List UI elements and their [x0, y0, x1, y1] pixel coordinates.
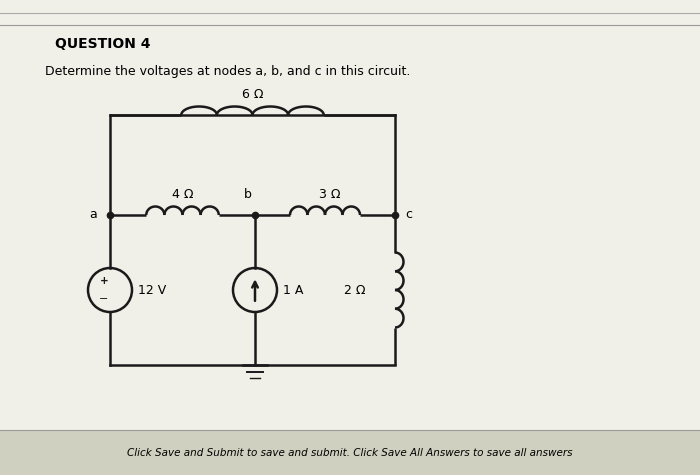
Text: 12 V: 12 V — [138, 284, 167, 296]
Text: 3 Ω: 3 Ω — [319, 188, 341, 201]
Text: b: b — [244, 188, 252, 201]
Text: c: c — [405, 209, 412, 221]
Text: a: a — [90, 209, 97, 221]
Text: 4 Ω: 4 Ω — [172, 188, 193, 201]
Text: 6 Ω: 6 Ω — [241, 88, 263, 101]
Text: −: − — [99, 294, 108, 304]
Text: Determine the voltages at nodes a, b, and c in this circuit.: Determine the voltages at nodes a, b, an… — [45, 65, 410, 78]
Text: 1 A: 1 A — [283, 284, 303, 296]
Text: Click Save and Submit to save and submit. Click Save All Answers to save all ans: Click Save and Submit to save and submit… — [127, 448, 573, 458]
Text: +: + — [99, 276, 108, 286]
FancyBboxPatch shape — [0, 430, 700, 475]
Text: 2 Ω: 2 Ω — [344, 284, 365, 296]
Text: QUESTION 4: QUESTION 4 — [55, 37, 150, 51]
